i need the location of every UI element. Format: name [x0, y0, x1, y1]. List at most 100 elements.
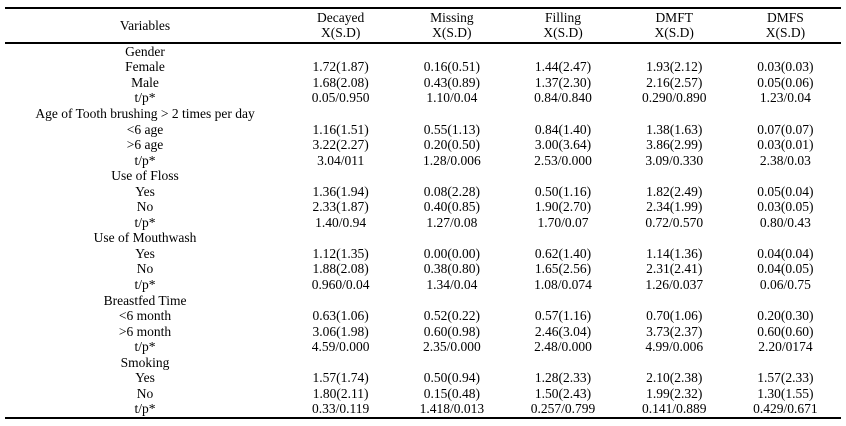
value-cell: 0.70(1.06) [646, 308, 703, 324]
value-cell: 0.43(0.89) [423, 74, 480, 90]
value-cell: 0.80/0.43 [759, 214, 811, 230]
value-cell: 1.90(2.70) [534, 199, 592, 215]
empty-cell [619, 106, 730, 122]
section-header-row: Use of Floss [5, 168, 841, 184]
table-row: No 1.88(2.08) 0.38(0.80) 1.65(2.56) 2.31(2.4… [5, 261, 841, 277]
table-row: <6 month 0.63(1.06) 0.52(0.22) 0.57(1.16) 0.… [5, 308, 841, 324]
value-cell: 0.290/0.890 [641, 90, 707, 106]
empty-cell [507, 106, 618, 122]
value-cell: 0.257/0.799 [530, 401, 596, 417]
value-cell: 1.14(1.36) [646, 245, 703, 261]
row-label: No [136, 261, 154, 277]
value-cell: 0.55(1.13) [423, 121, 480, 137]
empty-cell [396, 106, 507, 122]
value-cell: 0.33/0.119 [312, 401, 370, 417]
value-cell: 0.20(0.30) [757, 308, 814, 324]
column-sublabel: X(S.D) [654, 25, 694, 41]
row-label: <6 month [118, 308, 172, 324]
value-cell: 0.57(1.16) [534, 308, 592, 324]
value-cell: 3.06(1.98) [312, 323, 369, 339]
value-cell: 0.04(0.05) [757, 261, 814, 277]
section-title: Age of Tooth brushing > 2 times per day [35, 106, 255, 121]
value-cell: 1.16(1.51) [312, 121, 369, 137]
table-row: Yes 1.57(1.74) 0.50(0.94) 1.28(2.33) 2.10(2.… [5, 370, 841, 386]
empty-cell [396, 293, 507, 309]
empty-cell [507, 293, 618, 309]
section-header-row: Breastfed Time [5, 293, 841, 309]
value-cell: 0.429/0.671 [753, 401, 818, 417]
empty-cell [730, 106, 841, 122]
value-cell: 1.37(2.30) [534, 74, 592, 90]
value-cell: 0.72/0.570 [645, 214, 704, 230]
row-label: Yes [135, 183, 155, 199]
value-cell: 3.00(3.64) [534, 137, 592, 153]
row-label: >6 month [118, 323, 172, 339]
row-label: Female [125, 59, 165, 75]
table-row: No 2.33(1.87) 0.40(0.85) 1.90(2.70) 2.34(1.9… [5, 199, 841, 215]
empty-cell [507, 355, 618, 371]
empty-cell [730, 230, 841, 246]
row-label: Yes [135, 370, 155, 386]
column-header-dmft: DMFT X(S.D) [619, 8, 730, 43]
table-row: t/p* 0.33/0.119 1.418/0.013 0.257/0.799 0.14… [5, 401, 841, 418]
value-cell: 2.46(3.04) [534, 323, 592, 339]
empty-cell [619, 293, 730, 309]
value-cell: 2.10(2.38) [646, 370, 703, 386]
value-cell: 2.20/0174 [758, 339, 813, 355]
empty-cell [285, 355, 396, 371]
value-cell: 1.80(2.11) [312, 385, 369, 401]
row-label: Yes [135, 245, 155, 261]
value-cell: 3.73(2.37) [646, 323, 703, 339]
empty-cell [619, 355, 730, 371]
value-cell: 0.00(0.00) [423, 245, 480, 261]
value-cell: 1.418/0.013 [419, 401, 485, 417]
row-label: t/p* [134, 152, 156, 168]
value-cell: 2.16(2.57) [646, 74, 703, 90]
section-header-row: Age of Tooth brushing > 2 times per day [5, 106, 841, 122]
value-cell: 1.57(2.33) [757, 370, 814, 386]
section-title: Gender [125, 43, 165, 59]
value-cell: 1.65(2.56) [534, 261, 592, 277]
value-cell: 1.10/0.04 [426, 90, 478, 106]
value-cell: 1.28(2.33) [534, 370, 592, 386]
value-cell: 1.30(1.55) [757, 385, 814, 401]
empty-cell [396, 230, 507, 246]
row-label: <6 age [126, 121, 164, 137]
column-sublabel: X(S.D) [432, 25, 472, 41]
column-header-missing: Missing X(S.D) [396, 8, 507, 43]
value-cell: 1.50(2.43) [534, 385, 592, 401]
value-cell: 2.35/0.000 [422, 339, 481, 355]
value-cell: 1.36(1.94) [312, 183, 369, 199]
empty-cell [396, 355, 507, 371]
value-cell: 0.07(0.07) [757, 121, 814, 137]
empty-cell [507, 230, 618, 246]
value-cell: 0.08(2.28) [423, 183, 480, 199]
value-cell: 2.34(1.99) [646, 199, 703, 215]
value-cell: 0.62(1.40) [534, 245, 592, 261]
value-cell: 2.53/0.000 [534, 152, 592, 168]
empty-cell [730, 293, 841, 309]
value-cell: 0.50(0.94) [423, 370, 480, 386]
empty-cell [285, 230, 396, 246]
value-cell: 1.27/0.08 [426, 214, 478, 230]
table-body: Gender Female 1.72(1.87) 0.16(0.51) 1.44(2.4… [5, 43, 841, 418]
column-label: Filling [545, 10, 582, 25]
value-cell: 0.03(0.05) [757, 199, 814, 215]
value-cell: 1.99(2.32) [646, 385, 703, 401]
empty-cell [285, 293, 396, 309]
value-cell: 1.70/0.07 [537, 214, 589, 230]
value-cell: 2.38/0.03 [759, 152, 811, 168]
empty-cell [396, 168, 507, 184]
value-cell: 1.44(2.47) [534, 59, 592, 75]
value-cell: 3.09/0.330 [645, 152, 704, 168]
empty-cell [507, 168, 618, 184]
value-cell: 1.82(2.49) [646, 183, 703, 199]
row-label: t/p* [134, 90, 156, 106]
table-row: >6 age 3.22(2.27) 0.20(0.50) 3.00(3.64) 3.86… [5, 137, 841, 153]
empty-cell [619, 43, 730, 60]
value-cell: 1.72(1.87) [312, 59, 369, 75]
value-cell: 0.50(1.16) [534, 183, 592, 199]
column-label: Missing [430, 10, 474, 25]
section-header-row: Gender [5, 43, 841, 60]
column-header-decayed: Decayed X(S.D) [285, 8, 396, 43]
